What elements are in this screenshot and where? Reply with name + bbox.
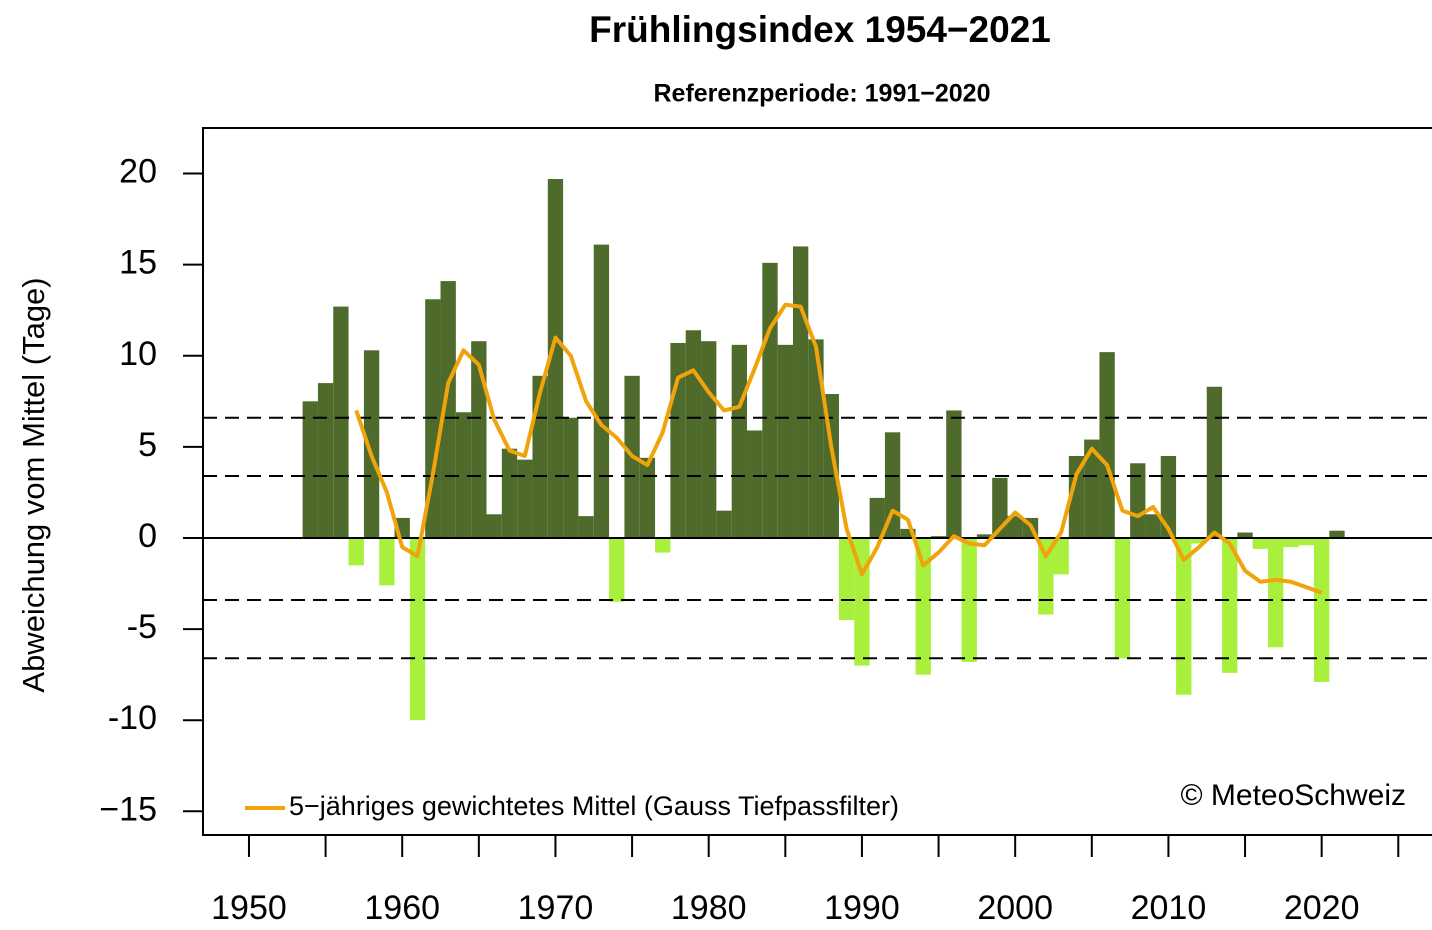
chart-title: Frühlingsindex 1954−2021 [589, 9, 1051, 50]
bar [1038, 537, 1054, 615]
bar [440, 281, 456, 538]
y-tick-label: 15 [119, 244, 157, 282]
bar [946, 410, 962, 538]
bar [701, 341, 717, 538]
x-tick-label: 1990 [824, 889, 900, 927]
x-tick-label: 2010 [1131, 889, 1207, 927]
bar [1145, 514, 1161, 538]
plot-frame [202, 127, 1432, 836]
bar [1329, 530, 1345, 538]
bar [685, 330, 702, 538]
bar [547, 179, 564, 538]
bar [1099, 352, 1115, 538]
x-tick-label: 1980 [671, 889, 747, 927]
x-tick-label: 2000 [977, 889, 1053, 927]
bar [501, 448, 518, 538]
bar [317, 383, 334, 538]
bar [1084, 439, 1100, 538]
bar [379, 537, 395, 586]
bar [333, 306, 349, 538]
smooth-line [354, 302, 1323, 595]
legend-label: 5−jähriges gewichtetes Mittel (Gauss Tie… [289, 791, 899, 821]
bar [762, 262, 778, 538]
bar [792, 246, 809, 538]
bar [1298, 537, 1315, 546]
bar [961, 537, 977, 662]
y-tick-label: −15 [99, 790, 157, 828]
bar [1114, 537, 1131, 659]
bar [302, 401, 318, 538]
bar [655, 537, 671, 553]
bar [1237, 532, 1253, 538]
bar [1222, 537, 1238, 673]
x-tick-label: 1950 [211, 889, 287, 927]
bar [593, 244, 610, 538]
bar [1206, 386, 1223, 538]
bar [517, 459, 533, 538]
bar [1130, 463, 1146, 538]
bar [670, 343, 686, 538]
bar [563, 417, 579, 538]
y-tick-label: -10 [108, 699, 157, 737]
bar [1268, 537, 1284, 648]
bar [486, 514, 502, 538]
bar [1252, 537, 1269, 549]
bar [1283, 537, 1299, 548]
y-axis-label: Abweichung vom Mittel (Tage) [16, 277, 51, 692]
bar [976, 534, 993, 538]
bar [363, 350, 380, 538]
bar [808, 339, 824, 538]
y-tick-label: 5 [138, 426, 157, 464]
x-tick-label: 2020 [1284, 889, 1360, 927]
bar [900, 528, 916, 538]
bar [409, 537, 426, 721]
annotation: © MeteoSchweiz [1180, 779, 1406, 812]
bar [609, 537, 625, 602]
bar [747, 430, 763, 538]
bar [578, 516, 594, 538]
bar [716, 510, 732, 538]
x-tick-label: 1970 [518, 889, 594, 927]
bar [777, 344, 793, 538]
bar [1191, 537, 1207, 544]
bar [455, 412, 472, 538]
x-tick-label: 1960 [364, 889, 440, 927]
bar [731, 344, 748, 538]
y-tick-label: -5 [127, 608, 157, 646]
bar [471, 341, 487, 538]
bar [869, 497, 885, 538]
bar [915, 537, 931, 675]
y-tick-label: 10 [119, 335, 157, 373]
bar [1007, 516, 1023, 538]
bar [1314, 537, 1330, 682]
bar [1053, 537, 1069, 575]
y-tick-label: 20 [119, 153, 157, 191]
chart-subtitle: Referenzperiode: 1991−2020 [654, 80, 991, 108]
bar [639, 457, 656, 538]
bar [1176, 537, 1192, 695]
y-tick-label: 0 [138, 517, 157, 555]
bar [348, 537, 364, 566]
